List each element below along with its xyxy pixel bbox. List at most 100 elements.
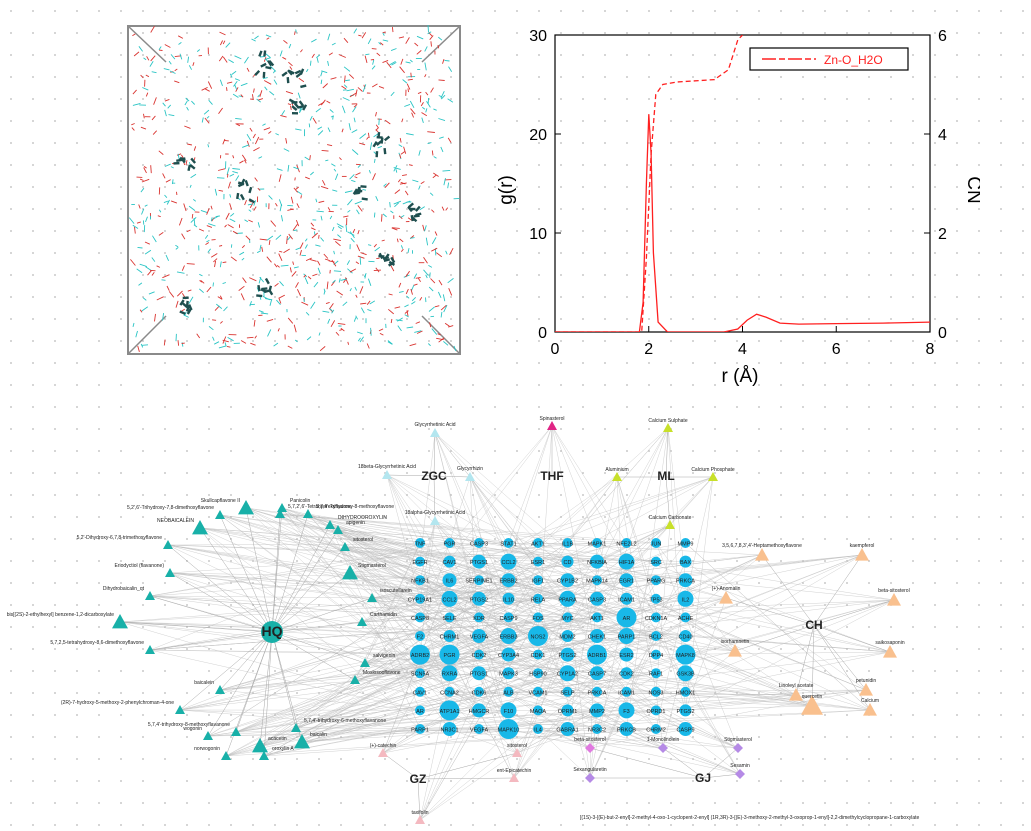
target-label: VEGFA xyxy=(470,728,489,734)
zn-cluster xyxy=(294,69,302,75)
target-label: IL1B xyxy=(562,542,574,548)
network-edge xyxy=(433,475,436,522)
compound-label: ent-Epicatechin xyxy=(497,768,532,774)
network-edge xyxy=(655,689,867,730)
target-label: HMOX1 xyxy=(676,690,696,696)
target-label: NR3C2 xyxy=(588,728,606,734)
y-tick-label: 20 xyxy=(529,127,547,144)
target-node xyxy=(679,630,692,642)
network-edge xyxy=(295,691,421,729)
target-node xyxy=(618,628,635,644)
compound-node xyxy=(735,769,745,779)
compound-node xyxy=(733,743,743,753)
network-edge xyxy=(382,580,480,754)
network-edge xyxy=(478,694,797,730)
compound-label: Eriodyctiol (flavanone) xyxy=(115,563,165,569)
network-edge xyxy=(478,710,739,749)
sim-box-edge xyxy=(127,315,167,355)
network-edge xyxy=(419,598,813,707)
network-edge xyxy=(364,662,509,711)
network-edge xyxy=(354,542,480,681)
compound-label: Dihydrobaicalin_qt xyxy=(103,586,145,592)
hub-label: CH xyxy=(805,618,822,632)
compound-label: [(1S)-3-[(E)-but-2-enyl]-2-methyl-4-oxo-… xyxy=(580,815,919,821)
network-edge xyxy=(419,580,664,749)
network-edge xyxy=(655,561,895,601)
target-node xyxy=(619,722,634,736)
compound-node xyxy=(658,743,668,753)
compound-node xyxy=(382,470,392,479)
compound-node xyxy=(203,731,213,740)
zn-cluster xyxy=(383,135,391,142)
target-label: ICAM1 xyxy=(618,597,635,603)
network-edge xyxy=(567,427,669,544)
network-edge xyxy=(371,597,450,637)
network-edge xyxy=(626,598,891,653)
compound-node xyxy=(789,688,803,701)
network-edge xyxy=(449,728,518,754)
compound-node xyxy=(665,520,675,529)
target-node xyxy=(559,590,576,607)
network-edge xyxy=(434,432,509,618)
target-node xyxy=(415,686,425,697)
target-label: MAOA xyxy=(530,709,547,715)
target-node xyxy=(559,665,576,682)
target-node xyxy=(651,705,661,716)
network-edge xyxy=(199,527,273,633)
compound-node xyxy=(585,743,595,753)
compound-node xyxy=(430,428,440,437)
network-edge xyxy=(508,598,741,775)
zn-cluster xyxy=(189,164,196,170)
target-label: SCN5A xyxy=(411,672,430,678)
compound-node xyxy=(221,751,231,760)
compound-node xyxy=(238,500,254,515)
network-edge xyxy=(207,710,598,737)
network-edge xyxy=(307,513,421,637)
compound-target-network: TNF PGR CASP3 STAT1 AKT1 IL1B MAPK1 NFE2L2 JUN MM… xyxy=(7,416,919,824)
network-edge xyxy=(665,476,671,526)
network-edge xyxy=(259,561,509,747)
compound-node xyxy=(415,815,425,824)
target-label: CYP3A4 xyxy=(498,653,519,659)
sim-box-edge xyxy=(421,25,461,63)
target-label: CDK2 xyxy=(619,672,634,678)
target-label: CCL2 xyxy=(501,560,515,566)
network-edge xyxy=(655,542,736,652)
compound-label: norwogonin xyxy=(194,746,220,752)
network-edge xyxy=(386,474,435,477)
compound-node xyxy=(728,644,742,657)
compound-node xyxy=(294,734,310,749)
target-node xyxy=(415,612,425,623)
compound-node xyxy=(863,703,877,716)
network-edge xyxy=(301,673,568,743)
network-edge xyxy=(626,554,763,618)
network-edge xyxy=(301,617,539,743)
target-node xyxy=(472,703,486,718)
legend-label: Zn-O_H2O xyxy=(824,53,883,67)
compound-label: Panicolin xyxy=(290,498,311,504)
target-label: EGFR xyxy=(412,560,427,566)
network-edge xyxy=(199,527,480,655)
target-node xyxy=(498,719,519,739)
compound-node xyxy=(887,593,901,606)
target-label: AKT1 xyxy=(590,616,604,622)
target-label: PPARG xyxy=(647,579,666,585)
target-label: JUN xyxy=(651,542,662,548)
network-edge xyxy=(419,654,657,821)
network-edge xyxy=(271,513,281,633)
network-edge xyxy=(589,580,686,779)
network-edge xyxy=(199,527,657,562)
target-label: MAPK14 xyxy=(586,579,608,585)
zn-cluster xyxy=(265,65,272,70)
target-node xyxy=(474,612,484,623)
zn-cluster xyxy=(190,157,197,164)
network-edge xyxy=(169,572,480,599)
target-label: BAX xyxy=(680,560,691,566)
network-edge xyxy=(813,554,863,626)
compound-node xyxy=(430,516,440,525)
compound-label: Calcium Carbonate xyxy=(649,515,692,521)
target-node xyxy=(474,538,484,548)
target-label: EGR1 xyxy=(619,579,634,585)
network-edge xyxy=(259,691,450,747)
